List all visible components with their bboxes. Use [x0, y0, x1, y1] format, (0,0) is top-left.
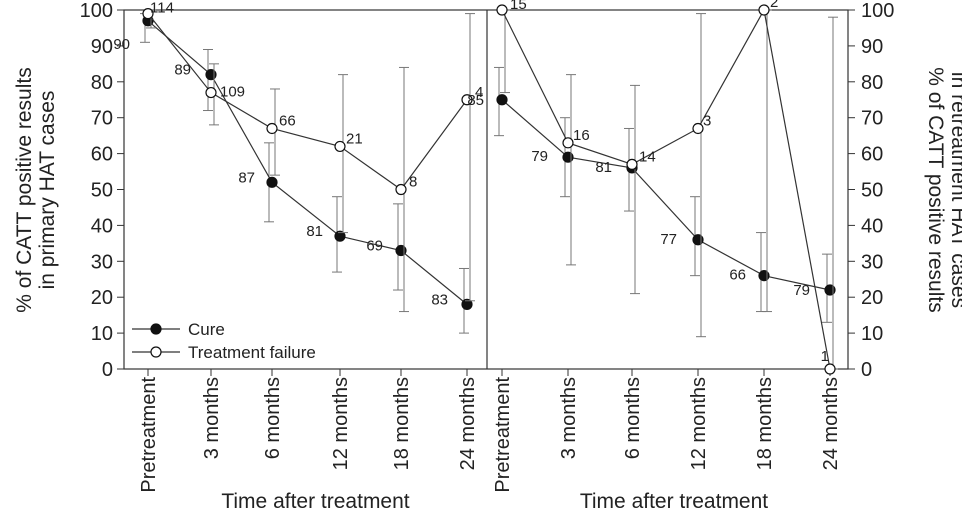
y-tick-label-right: 20 — [861, 287, 883, 309]
data-label-cure: 81 — [595, 159, 612, 176]
x-tick-label: Pretreatment — [138, 377, 160, 493]
data-label-treatment-failure: 16 — [573, 127, 590, 144]
data-label-treatment-failure: 66 — [279, 112, 296, 129]
legend-marker — [150, 346, 162, 358]
y-tick-label-right: 0 — [861, 359, 872, 381]
plot-frame — [123, 9, 849, 370]
data-point-treatment-failure — [266, 122, 278, 135]
data-label-treatment-failure: 3 — [703, 112, 711, 129]
data-point-treatment-failure — [692, 122, 704, 135]
x-tick-label: 3 months — [201, 377, 223, 459]
y-tick-label-left: 80 — [91, 72, 113, 94]
data-label-treatment-failure: 8 — [409, 174, 417, 191]
y-tick-label-left: 20 — [91, 287, 113, 309]
data-label-cure: 79 — [531, 148, 548, 165]
data-point-treatment-failure — [758, 4, 770, 16]
y-tick-label-left: 40 — [91, 215, 113, 237]
data-label-treatment-failure: 2 — [770, 0, 778, 11]
y-tick-label-left: 0 — [102, 359, 113, 381]
y-tick-label-right: 90 — [861, 36, 883, 58]
data-label-cure: 79 — [793, 282, 810, 299]
x-tick-label: 12 months — [688, 377, 710, 470]
series-line-treatment-failure — [147, 13, 468, 191]
data-point-cure — [334, 230, 346, 242]
x-axis-title: Time after treatment — [580, 490, 768, 513]
data-point-treatment-failure — [461, 94, 473, 106]
data-label-cure: 87 — [238, 169, 255, 186]
data-label-cure: 66 — [729, 267, 746, 284]
data-label-cure: 81 — [306, 223, 323, 240]
data-label-cure: 83 — [431, 291, 448, 308]
y-tick-label-left: 60 — [91, 144, 113, 166]
y-tick-label-right: 10 — [861, 323, 883, 345]
x-tick-label: 12 months — [330, 377, 352, 470]
y-tick-label-left: 30 — [91, 251, 113, 273]
y-tick-label-left: 70 — [91, 108, 113, 130]
y-axis-title-right-line1: % of CATT positive results — [924, 67, 947, 312]
x-tick-label: 6 months — [622, 377, 644, 459]
x-tick-label: 18 months — [754, 377, 776, 470]
data-point-cure — [461, 298, 473, 310]
series-line-treatment-failure — [501, 8, 831, 370]
data-label-cure: 90 — [113, 36, 130, 53]
x-axis-title: Time after treatment — [221, 490, 409, 513]
y-tick-label-right: 50 — [861, 180, 883, 202]
legend-marker — [150, 323, 162, 335]
data-point-treatment-failure — [205, 86, 217, 99]
y-tick-label-left: 100 — [80, 0, 113, 22]
series-line-cure — [501, 99, 831, 291]
data-label-cure: 69 — [366, 238, 383, 255]
y-axis-title-left-line2: in primary HAT cases — [36, 91, 59, 290]
y-axis-title-right-line2: in retreatment HAT cases — [947, 72, 962, 308]
x-tick-label: 6 months — [262, 377, 284, 459]
data-point-cure — [496, 94, 508, 106]
y-axis-title-left-line1: % of CATT positive results — [13, 67, 36, 312]
data-label-treatment-failure: 15 — [510, 0, 527, 13]
y-tick-label-left: 50 — [91, 180, 113, 202]
data-point-treatment-failure — [142, 7, 154, 20]
y-tick-label-right: 70 — [861, 108, 883, 130]
legend-label: Treatment failure — [188, 343, 316, 362]
y-tick-label-left: 90 — [91, 36, 113, 58]
series-line-cure — [147, 20, 468, 305]
data-label-cure: 85 — [467, 92, 484, 109]
y-tick-label-right: 40 — [861, 215, 883, 237]
data-label-treatment-failure: 21 — [346, 130, 363, 147]
x-tick-label: Pretreatment — [492, 377, 514, 493]
y-tick-label-right: 100 — [861, 0, 894, 22]
data-point-cure — [266, 176, 278, 188]
data-label-cure: 89 — [174, 62, 191, 79]
x-tick-label: 24 months — [457, 377, 479, 470]
data-label-treatment-failure: 109 — [220, 84, 245, 101]
legend-label: Cure — [188, 320, 225, 339]
data-label-cure: 77 — [660, 231, 677, 248]
y-tick-label-right: 60 — [861, 144, 883, 166]
y-tick-label-right: 30 — [861, 251, 883, 273]
data-point-treatment-failure — [562, 137, 574, 149]
data-label-treatment-failure: 4 — [475, 84, 483, 101]
data-point-treatment-failure — [334, 140, 346, 153]
data-point-treatment-failure — [626, 158, 638, 170]
data-point-treatment-failure — [395, 183, 407, 196]
data-label-treatment-failure: 14 — [639, 148, 656, 165]
data-point-treatment-failure — [496, 4, 508, 16]
x-tick-label: 24 months — [820, 377, 842, 470]
data-label-treatment-failure: 1 — [821, 348, 829, 365]
x-tick-label: 3 months — [558, 377, 580, 459]
y-tick-label-left: 10 — [91, 323, 113, 345]
data-label-treatment-failure: 114 — [150, 0, 174, 17]
y-tick-label-right: 80 — [861, 72, 883, 94]
data-point-treatment-failure — [824, 363, 836, 375]
x-tick-label: 18 months — [391, 377, 413, 470]
